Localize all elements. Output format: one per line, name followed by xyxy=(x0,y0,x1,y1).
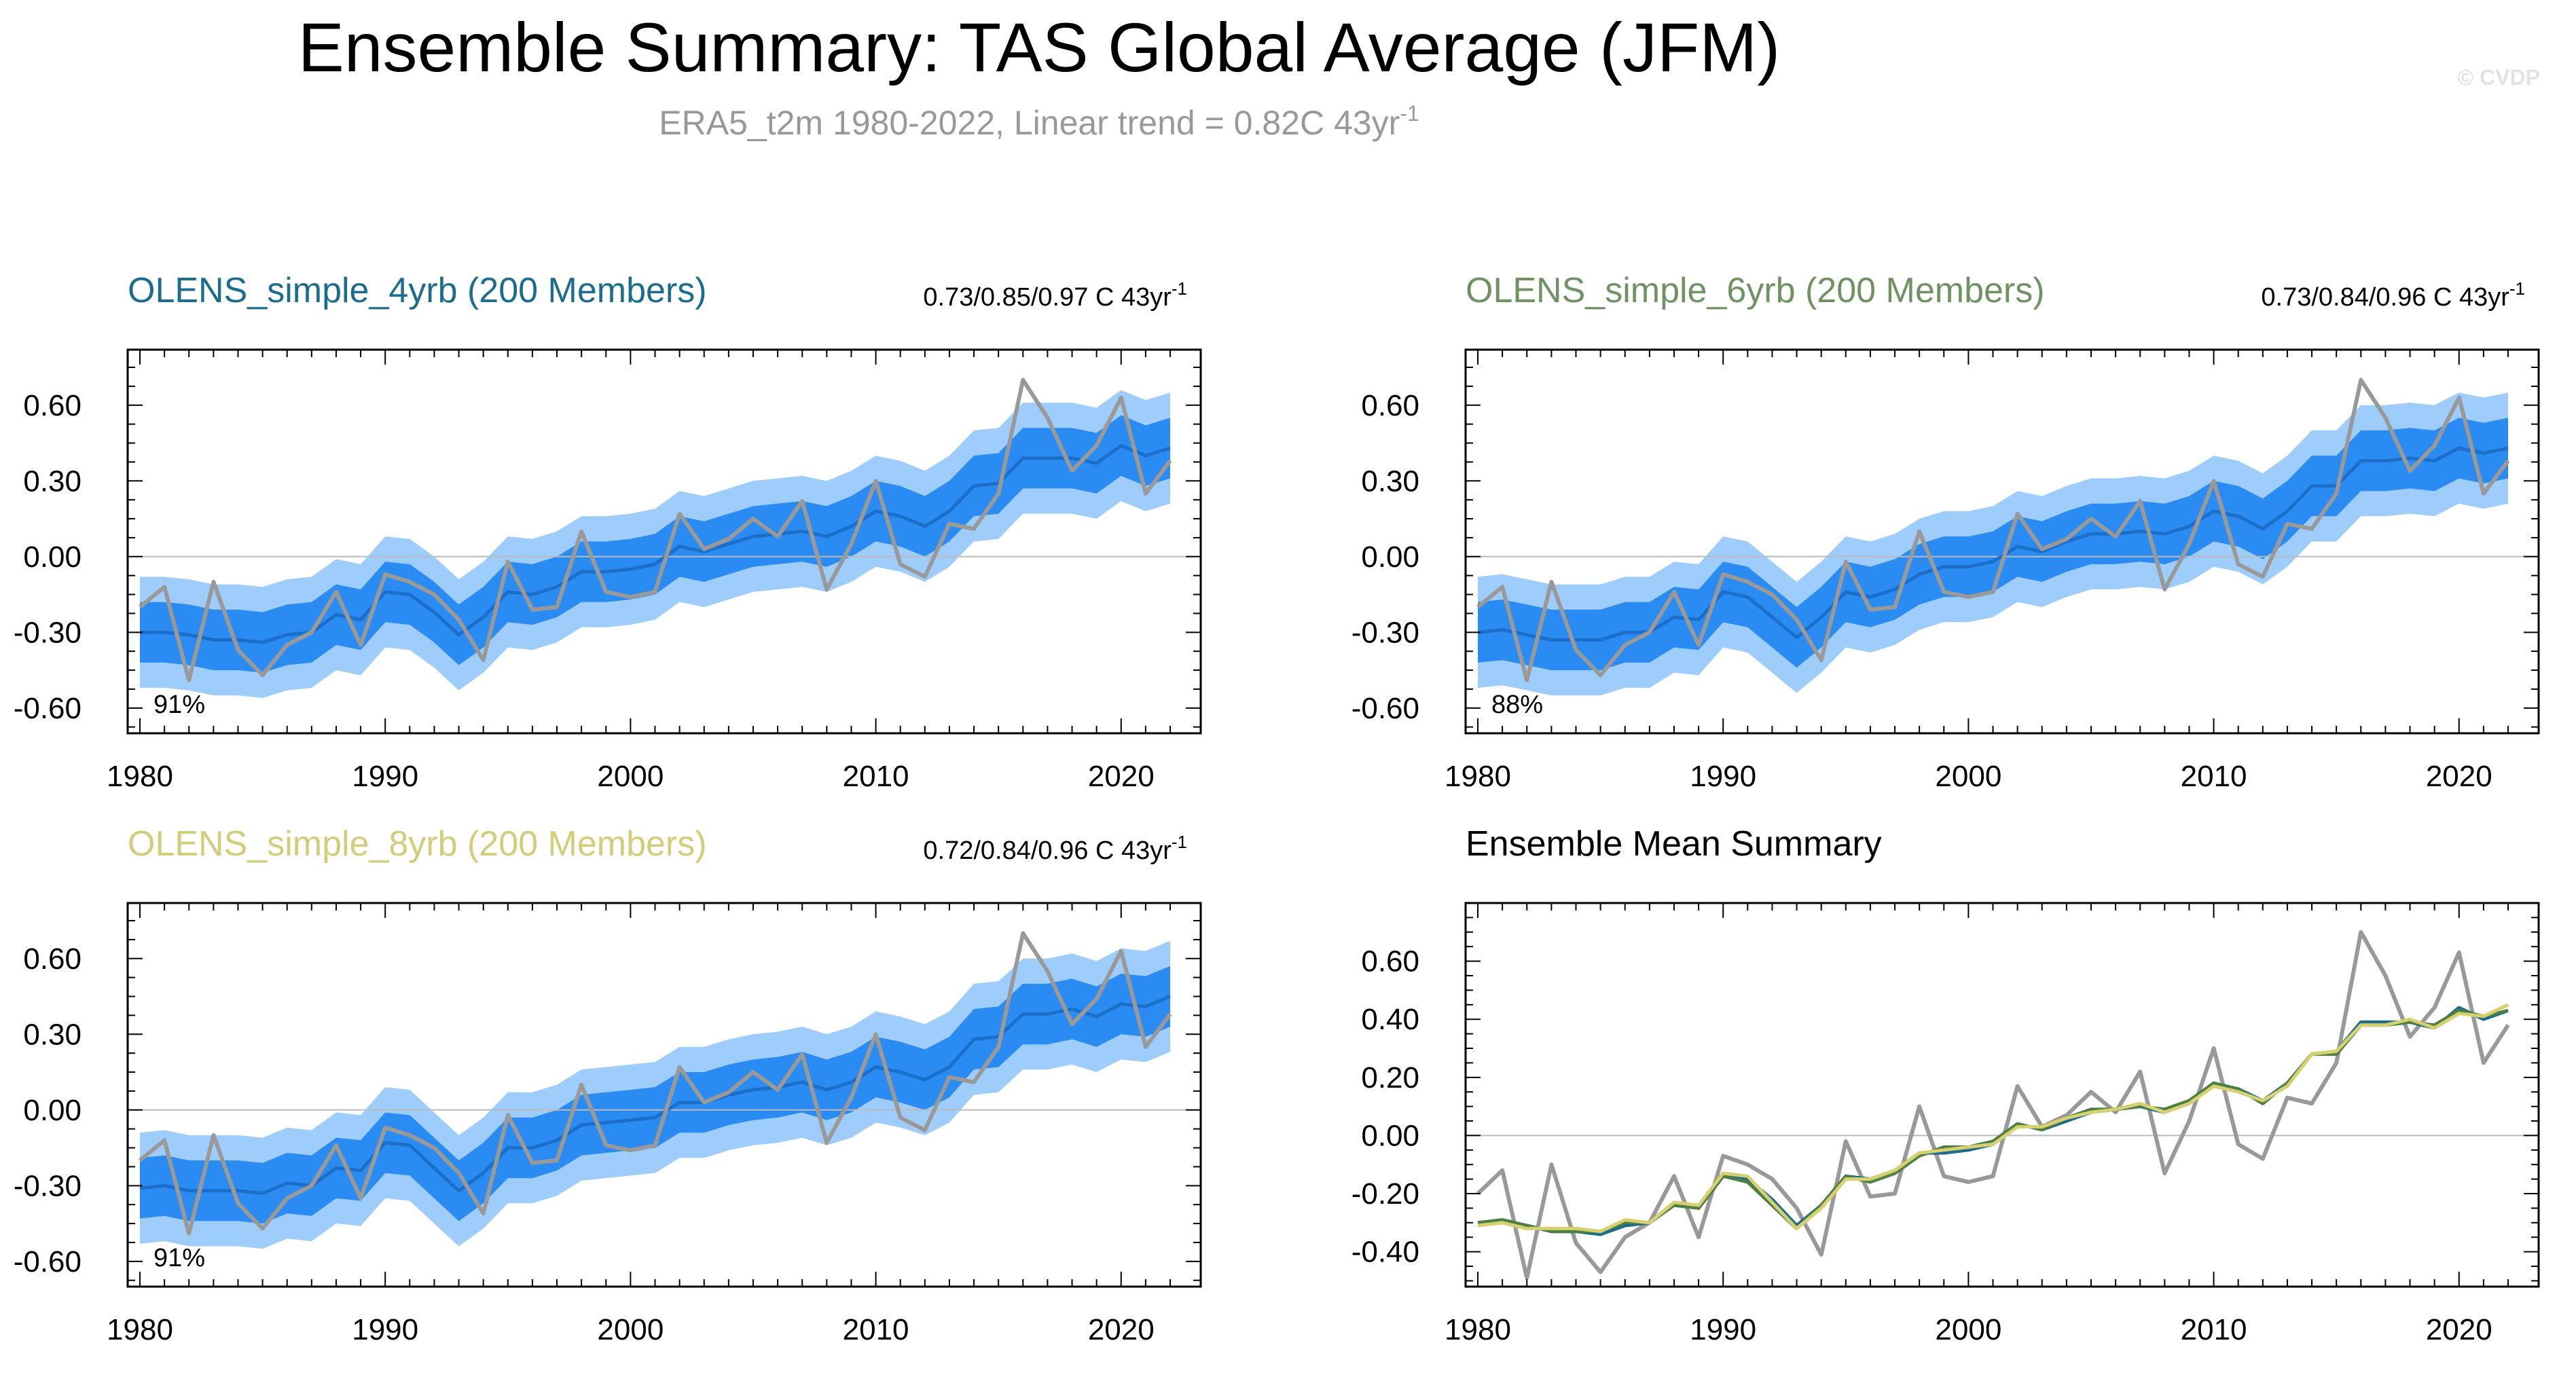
x-tick-label: 1990 xyxy=(352,760,418,793)
y-tick-label: -0.30 xyxy=(14,1169,81,1202)
trend-label: 0.73/0.84/0.96 C 43yr-1 xyxy=(2261,278,2525,312)
percent-label: 88% xyxy=(1491,690,1543,719)
x-tick-label: 2020 xyxy=(1088,1313,1155,1346)
trend-label-text: 0.73/0.85/0.97 C 43yr xyxy=(923,283,1172,312)
y-tick-label: -0.60 xyxy=(14,692,81,725)
x-tick-label: 1980 xyxy=(1445,760,1511,793)
figure-subtitle-superscript: -1 xyxy=(1400,101,1419,126)
trend-label-text: 0.73/0.84/0.96 C 43yr xyxy=(2261,283,2509,312)
y-tick-label: -0.30 xyxy=(1352,616,1419,649)
y-tick-label: 0.00 xyxy=(23,540,81,574)
x-tick-label: 1980 xyxy=(107,1313,173,1346)
inner-spread-band xyxy=(140,415,1170,673)
y-tick-label: 0.30 xyxy=(1361,464,1419,498)
x-tick-label: 2010 xyxy=(2181,1313,2247,1346)
x-tick-label: 2000 xyxy=(597,760,664,793)
x-tick-label: 2010 xyxy=(843,1313,909,1346)
y-tick-label: -0.40 xyxy=(1352,1236,1419,1269)
trend-label-superscript: -1 xyxy=(1172,832,1187,852)
inner-spread-band xyxy=(1478,418,2508,671)
x-tick-label: 2000 xyxy=(1935,760,2001,793)
y-tick-label: 0.40 xyxy=(1361,1003,1419,1036)
ensemble-mean-line-3 xyxy=(1477,1003,2509,1234)
panel-title: Ensemble Mean Summary xyxy=(1466,824,1882,864)
x-tick-label: 1990 xyxy=(1690,760,1756,793)
plot-frame xyxy=(126,902,1202,1288)
x-tick-label: 2000 xyxy=(597,1313,664,1346)
plot-frame xyxy=(126,348,1202,735)
y-tick-label: 0.00 xyxy=(23,1094,81,1127)
plot-frame xyxy=(1464,348,2540,735)
y-tick-label: 0.60 xyxy=(1361,389,1419,422)
y-tick-label: 0.30 xyxy=(23,464,81,498)
plot-frame xyxy=(1464,902,2540,1288)
figure-subtitle: ERA5_t2m 1980-2022, Linear trend = 0.82C… xyxy=(659,101,1419,142)
panel-title: OLENS_simple_8yrb (200 Members) xyxy=(128,824,707,864)
observed-line xyxy=(139,378,1172,682)
y-tick-label: 0.60 xyxy=(1361,945,1419,978)
panel-title: OLENS_simple_4yrb (200 Members) xyxy=(128,271,707,310)
trend-label-superscript: -1 xyxy=(1172,278,1187,299)
copyright-label: © CVDP xyxy=(2458,65,2540,90)
x-tick-label: 1980 xyxy=(1445,1313,1511,1346)
y-tick-label: -0.30 xyxy=(14,616,81,649)
y-tick-label: -0.60 xyxy=(14,1245,81,1278)
x-tick-label: 2020 xyxy=(1088,760,1155,793)
ensemble-mean-line-1 xyxy=(1478,1006,2509,1236)
x-tick-label: 2010 xyxy=(843,760,909,793)
y-tick-label: 0.30 xyxy=(23,1018,81,1051)
y-tick-label: 0.20 xyxy=(1361,1061,1419,1094)
x-tick-label: 2010 xyxy=(2181,760,2247,793)
chart-panel-3: 1980 1990 2000 2010 2020 0.60 0.30 0.00 -0.30 -0.… xyxy=(14,824,1202,1346)
ensemble-mean-line-2 xyxy=(1477,1008,2509,1234)
y-tick-label: 0.60 xyxy=(23,389,81,422)
x-tick-label: 2020 xyxy=(2426,1313,2492,1346)
chart-panel-2: 1980 1990 2000 2010 2020 0.60 0.30 0.00 -0.30 -0.… xyxy=(1352,271,2540,793)
trend-label: 0.73/0.85/0.97 C 43yr-1 xyxy=(923,278,1187,312)
x-tick-label: 2020 xyxy=(2426,760,2492,793)
x-tick-label: 2000 xyxy=(1935,1313,2001,1346)
inner-spread-band xyxy=(140,965,1170,1224)
observed-line xyxy=(139,931,1172,1236)
trend-label-superscript: -1 xyxy=(2509,278,2525,299)
observed-line xyxy=(1476,378,2510,682)
x-tick-label: 1980 xyxy=(107,760,173,793)
chart-panel-4: 1980 1990 2000 2010 2020 0.60 0.40 0.20 0.00 -0.2… xyxy=(1352,824,2540,1346)
x-tick-label: 1990 xyxy=(1690,1313,1756,1346)
panel-title: OLENS_simple_6yrb (200 Members) xyxy=(1466,271,2045,310)
percent-label: 91% xyxy=(153,1244,205,1272)
y-tick-label: 0.00 xyxy=(1361,540,1419,574)
trend-label-text: 0.72/0.84/0.96 C 43yr xyxy=(923,836,1172,865)
chart-panel-1: 1980 1990 2000 2010 2020 0.60 0.30 0.00 -0.30 -0.… xyxy=(14,271,1202,793)
y-tick-label: -0.60 xyxy=(1352,692,1419,725)
y-tick-label: 0.00 xyxy=(1361,1119,1419,1152)
trend-label: 0.72/0.84/0.96 C 43yr-1 xyxy=(923,832,1187,865)
y-tick-label: -0.20 xyxy=(1352,1177,1419,1211)
x-tick-label: 1990 xyxy=(352,1313,418,1346)
figure-subtitle-text: ERA5_t2m 1980-2022, Linear trend = 0.82C… xyxy=(659,104,1400,142)
percent-label: 91% xyxy=(153,690,205,719)
chart-panels: 1980 1990 2000 2010 2020 0.60 0.30 0.00 -0.30 -0.… xyxy=(14,271,2540,1346)
y-tick-label: 0.60 xyxy=(23,942,81,976)
figure-title: Ensemble Summary: TAS Global Average (JF… xyxy=(298,9,1780,86)
